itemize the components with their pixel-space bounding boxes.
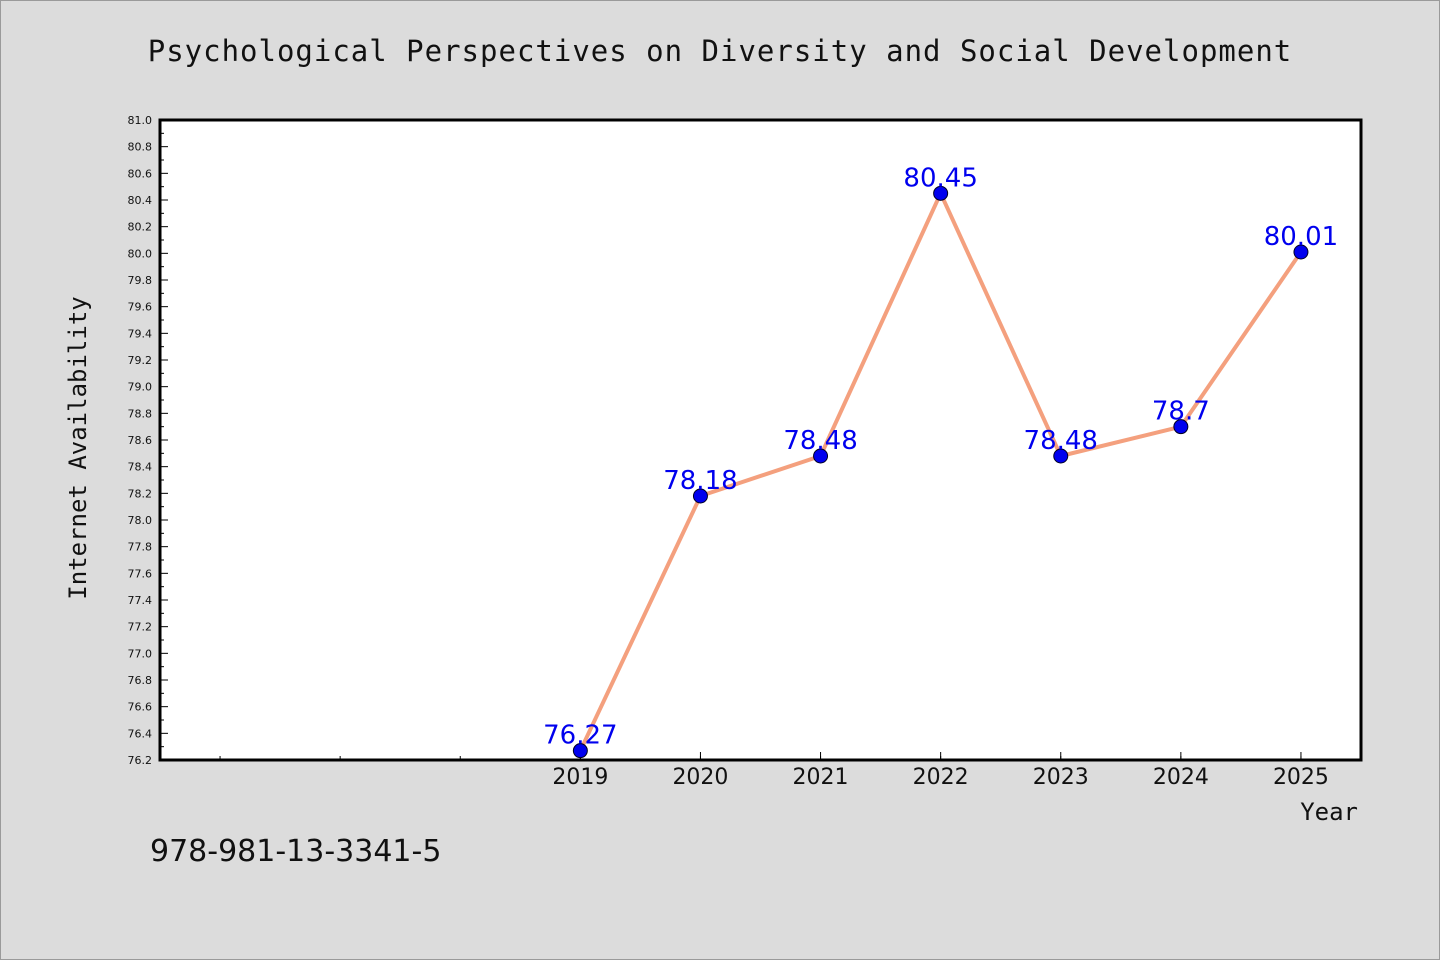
- data-label: 78.18: [663, 466, 737, 496]
- x-tick-label: 2020: [672, 765, 728, 790]
- data-point: [572, 743, 588, 759]
- x-axis-ticks: 2019 2020 2021 2022 2023 2024 2025: [552, 752, 1329, 790]
- y-tick-label: 79.4: [128, 327, 153, 340]
- y-tick-label: 78.2: [128, 487, 153, 500]
- x-tick-label: 2025: [1273, 765, 1329, 790]
- data-label: 78.48: [1024, 426, 1098, 456]
- y-tick-label: 77.2: [128, 621, 153, 634]
- y-tick-label: 80.0: [128, 247, 153, 260]
- y-tick-label: 78.8: [128, 407, 153, 420]
- data-labels: 76.27 78.18 78.48 80.45 78.48 78.7 80.01: [543, 163, 1338, 750]
- y-tick-label: 80.8: [128, 141, 153, 154]
- chart-title: Psychological Perspectives on Diversity …: [147, 34, 1293, 68]
- data-markers: [572, 185, 1309, 759]
- y-tick-label: 77.6: [128, 567, 153, 580]
- x-tick-label: 2023: [1033, 765, 1089, 790]
- y-tick-label: 78.4: [128, 461, 153, 474]
- y-tick-label: 76.6: [128, 701, 153, 714]
- y-tick-label: 76.4: [128, 727, 153, 740]
- x-tick-label: 2019: [552, 765, 608, 790]
- y-tick-label: 76.8: [128, 674, 153, 687]
- data-label: 80.01: [1264, 222, 1338, 252]
- data-point: [1293, 244, 1309, 260]
- y-axis-ticks: 76.2 76.4 76.6 76.8 77.0 77.2 77.4 77.6 77.8 78.0…: [128, 114, 168, 767]
- data-point: [933, 185, 949, 201]
- x-tick-label: 2024: [1153, 765, 1209, 790]
- x-tick-label: 2022: [913, 765, 969, 790]
- y-tick-label: 79.6: [128, 301, 153, 314]
- plot-area: [160, 120, 1361, 760]
- x-axis-label: Year: [1300, 798, 1358, 826]
- y-tick-label: 80.6: [128, 167, 153, 180]
- y-tick-label: 80.2: [128, 221, 153, 234]
- plot-border: [158, 118, 1363, 762]
- isbn-text: 978-981-13-3341-5: [150, 834, 442, 869]
- data-label: 76.27: [543, 721, 617, 751]
- data-point: [1173, 419, 1189, 435]
- y-tick-label: 77.4: [128, 594, 153, 607]
- data-point: [813, 448, 829, 464]
- y-tick-label: 76.2: [128, 754, 153, 767]
- y-tick-label: 79.8: [128, 274, 153, 287]
- y-tick-label: 78.6: [128, 434, 153, 447]
- y-tick-label: 77.8: [128, 541, 153, 554]
- data-label: 78.48: [783, 426, 857, 456]
- data-point: [692, 488, 708, 504]
- y-axis-label: Internet Availability: [64, 296, 92, 599]
- y-tick-label: 79.0: [128, 381, 153, 394]
- y-tick-label: 80.4: [128, 194, 153, 207]
- x-tick-label: 2021: [793, 765, 849, 790]
- data-label: 80.45: [903, 163, 977, 193]
- y-tick-label: 77.0: [128, 647, 153, 660]
- y-tick-label: 81.0: [128, 114, 153, 127]
- y-tick-label: 78.0: [128, 514, 153, 527]
- data-label: 78.7: [1152, 397, 1210, 427]
- y-tick-label: 79.2: [128, 354, 153, 367]
- data-point: [1053, 448, 1069, 464]
